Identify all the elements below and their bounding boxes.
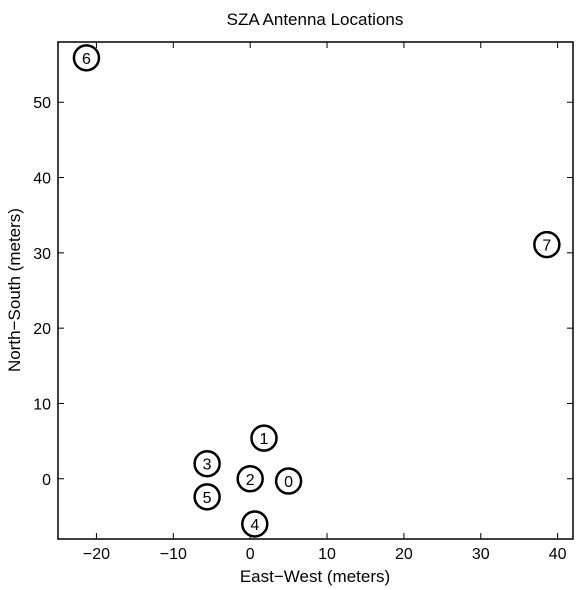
y-tick-label: 20: [33, 321, 51, 338]
antenna-marker: [241, 510, 269, 538]
antenna-label: 1: [260, 431, 269, 448]
x-axis-ticks: −20 −10 0 10 20 30 40: [83, 42, 567, 563]
chart-title: SZA Antenna Locations: [227, 10, 404, 29]
x-axis-label: East−West (meters): [240, 567, 390, 586]
x-tick-label: 20: [395, 546, 413, 563]
x-tick-label: −20: [83, 546, 110, 563]
antenna-label: 6: [82, 51, 91, 68]
plot-frame: [57, 41, 574, 540]
antenna-marker: [274, 467, 303, 495]
x-tick-label: 30: [472, 546, 490, 563]
antenna-points: 0 1 2 3 4 5 6 7: [72, 44, 561, 538]
antenna-label: 0: [284, 474, 293, 491]
x-tick-label: 0: [246, 546, 255, 563]
y-axis-label: North−South (meters): [5, 208, 24, 372]
antenna-label: 7: [542, 238, 551, 255]
x-tick-label: 40: [549, 546, 567, 563]
antenna-label: 2: [246, 472, 255, 489]
x-tick-label: 10: [318, 546, 336, 563]
antenna-label: 5: [203, 490, 212, 507]
antenna-label: 4: [250, 517, 259, 534]
antenna-marker: [72, 44, 101, 72]
y-tick-label: 0: [42, 472, 51, 489]
y-tick-label: 50: [33, 95, 51, 112]
x-tick-label: −10: [160, 546, 187, 563]
y-tick-label: 10: [33, 396, 51, 413]
antenna-marker: [193, 449, 221, 478]
y-tick-label: 30: [33, 246, 51, 263]
antenna-marker: [533, 230, 561, 259]
antenna-marker: [250, 424, 278, 452]
y-tick-label: 40: [33, 171, 51, 188]
antenna-label: 3: [203, 457, 212, 474]
antenna-marker: [193, 483, 221, 511]
antenna-marker: [236, 465, 264, 493]
